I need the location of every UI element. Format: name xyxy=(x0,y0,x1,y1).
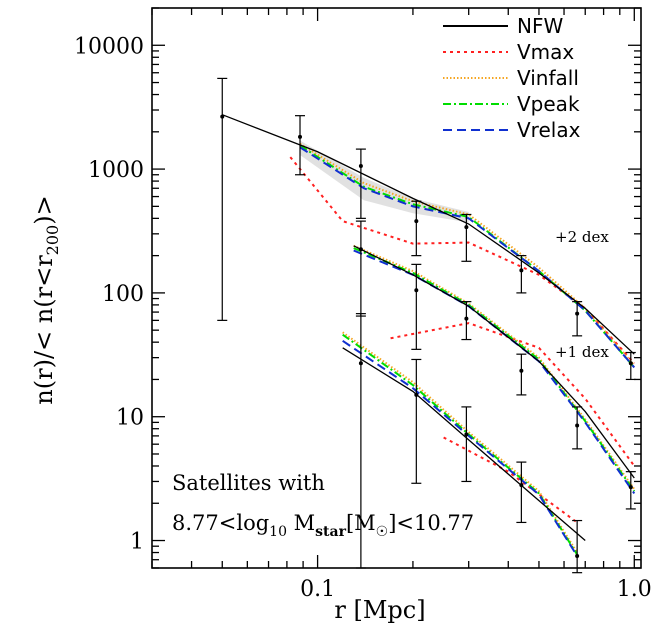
data-point xyxy=(414,392,419,397)
series-line-nfw xyxy=(342,347,586,542)
y-tick-label: 100 xyxy=(102,282,144,307)
caption-line-2: 8.77<log10 Mstar[M☉]<10.77 xyxy=(172,511,474,540)
annotation-plus2-dex: +2 dex xyxy=(555,228,609,246)
series-line-vpeak xyxy=(353,247,636,492)
data-point xyxy=(519,268,524,273)
data-point xyxy=(575,423,580,428)
data-point xyxy=(464,316,469,321)
series-line-vrelax xyxy=(299,146,636,369)
data-point xyxy=(414,219,419,224)
axes: 1 10 100 1000 10000 0.1 1.0 xyxy=(74,7,652,602)
series-line-nfw xyxy=(353,245,635,479)
y-tick-label: 10 xyxy=(116,406,144,431)
y-tick-label: 1 xyxy=(130,530,144,555)
plot-frame xyxy=(151,7,642,569)
data-point xyxy=(358,163,363,168)
legend-label-vinfall: Vinfall xyxy=(517,66,579,90)
data-point xyxy=(358,361,363,366)
data-point xyxy=(298,134,303,139)
legend-label-nfw: NFW xyxy=(517,14,563,38)
series-line-vinfall xyxy=(353,244,636,490)
series-line-vrelax xyxy=(342,340,578,557)
data-point xyxy=(628,361,633,366)
shaded-band xyxy=(300,140,469,223)
series-line-vpeak xyxy=(299,144,636,369)
x-tick-label: 0.1 xyxy=(300,577,335,602)
y-tick-label: 1000 xyxy=(88,158,144,183)
error-bars xyxy=(217,77,636,574)
data-point xyxy=(464,432,469,437)
data-point xyxy=(220,114,225,119)
data-point xyxy=(628,485,633,490)
caption-line-1: Satellites with xyxy=(172,471,325,495)
series-line-nfw xyxy=(222,114,635,355)
data-point xyxy=(464,225,469,230)
y-axis-title: n(r)/< n(r<r200)> xyxy=(30,195,62,404)
shaded-bands xyxy=(300,140,469,223)
series-line-vinfall xyxy=(299,142,636,366)
data-point xyxy=(414,288,419,293)
x-axis-title: r [Mpc] xyxy=(334,596,425,624)
data-point xyxy=(575,554,580,559)
series-line-vmax xyxy=(390,322,636,467)
legend-label-vmax: Vmax xyxy=(517,40,574,64)
svg-text:n(r)/< n(r<r200)>: n(r)/< n(r<r200)> xyxy=(30,195,62,404)
data-point xyxy=(519,483,524,488)
data-point xyxy=(358,247,363,252)
series-line-vmax xyxy=(443,436,578,524)
y-tick-label: 10000 xyxy=(74,34,144,59)
model-lines xyxy=(222,114,636,557)
x-tick-label: 1.0 xyxy=(617,577,652,602)
legend-label-vpeak: Vpeak xyxy=(517,92,580,116)
legend-label-vrelax: Vrelax xyxy=(517,118,581,142)
data-point xyxy=(519,368,524,373)
data-point xyxy=(575,311,580,316)
series-line-vmax xyxy=(289,156,636,364)
annotation-plus1-dex: +1 dex xyxy=(555,343,609,361)
